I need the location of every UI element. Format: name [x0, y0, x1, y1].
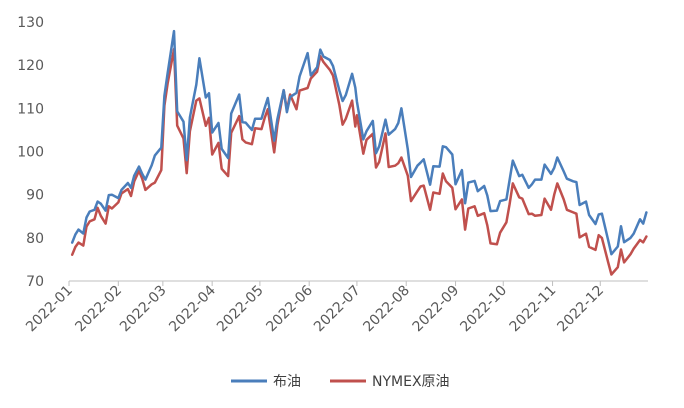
x-tick-label: 2022-02 [72, 283, 125, 336]
x-tick-label: 2022-05 [214, 283, 267, 336]
x-tick-label: 2022-01 [23, 283, 76, 336]
x-tick-label: 2022-10 [457, 283, 510, 336]
x-tick-label: 2022-12 [554, 283, 607, 336]
series-line-nymex [70, 47, 648, 276]
legend: 布油 NYMEX原油 [231, 374, 450, 390]
legend-item-brent[interactable]: 布油 [231, 374, 301, 390]
y-axis: 70 80 90 100 110 120 130 [17, 15, 44, 290]
legend-label-nymex: NYMEX原油 [372, 374, 450, 390]
y-tick-label: 120 [17, 58, 44, 74]
y-tick-label: 80 [26, 231, 44, 247]
x-tick-label: 2022-11 [507, 283, 560, 336]
x-tick-label: 2022-08 [360, 283, 413, 336]
x-tick-label: 2022-04 [166, 282, 219, 335]
x-tick-label: 2022-06 [263, 282, 316, 335]
y-tick-label: 90 [26, 188, 44, 204]
x-tick-label: 2022-07 [311, 283, 364, 336]
y-tick-label: 130 [17, 15, 44, 31]
y-tick-label: 100 [17, 145, 44, 161]
legend-label-brent: 布油 [273, 374, 301, 390]
x-axis: 2022-012022-022022-032022-042022-052022-… [23, 280, 648, 336]
y-tick-label: 110 [17, 101, 44, 117]
series-layer [70, 29, 648, 276]
x-tick-label: 2022-09 [410, 283, 463, 336]
legend-item-nymex[interactable]: NYMEX原油 [330, 374, 450, 390]
series-line-brent [70, 29, 648, 256]
x-tick-label: 2022-03 [117, 283, 170, 336]
y-tick-label: 70 [26, 274, 44, 290]
